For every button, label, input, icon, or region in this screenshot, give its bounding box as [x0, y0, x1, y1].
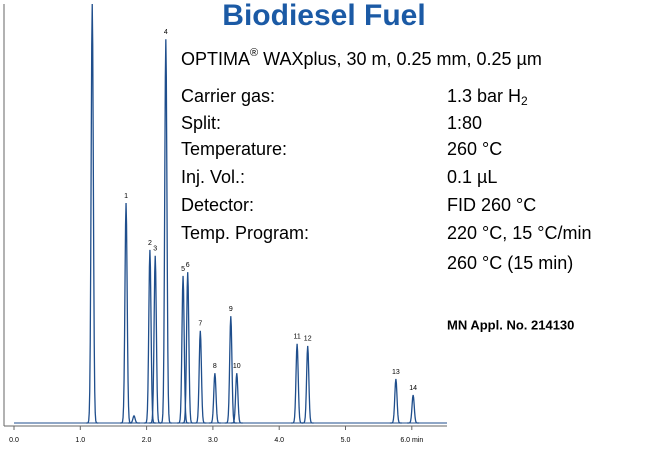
- peak: [181, 272, 194, 424]
- condition-value: 1.3 bar H2: [447, 86, 528, 108]
- condition-value: 0.1 µL: [447, 167, 497, 187]
- peak: [291, 343, 304, 424]
- peak: [143, 249, 156, 424]
- application-number: MN Appl. No. 214130: [447, 317, 574, 332]
- peak-label: 14: [409, 385, 417, 392]
- column-info: OPTIMA® WAXplus, 30 m, 0.25 mm, 0.25 µm: [181, 47, 542, 69]
- column-mark: ®: [250, 47, 258, 59]
- chart-title: Biodiesel Fuel: [222, 0, 425, 32]
- peak-label: 13: [392, 369, 400, 376]
- condition-label: Carrier gas:: [181, 86, 275, 106]
- peak: [208, 373, 221, 424]
- peak: [86, 4, 99, 424]
- peak: [301, 345, 314, 424]
- x-tick-label: 5.0: [341, 437, 351, 444]
- peak: [407, 394, 420, 424]
- peak-label: 12: [304, 336, 312, 343]
- peak-label: 5: [181, 266, 185, 273]
- peak-label: 10: [233, 363, 241, 370]
- x-tick-label: 3.0: [208, 437, 218, 444]
- x-tick-label: 4.0: [274, 437, 284, 444]
- peak-label: 1: [124, 193, 128, 200]
- condition-value-text: 1.3 bar H: [447, 86, 521, 106]
- peak: [159, 39, 172, 424]
- peak: [224, 316, 237, 424]
- peak: [120, 203, 133, 424]
- condition-label: Temperature:: [181, 139, 287, 159]
- peak-label: 3: [153, 246, 157, 253]
- condition-value: 260 °C (15 min): [447, 253, 573, 273]
- condition-value: 1:80: [447, 113, 482, 133]
- peak-label: 9: [229, 306, 233, 313]
- condition-label: Detector:: [181, 195, 254, 215]
- peak: [389, 378, 402, 424]
- x-tick-label: 1.0: [75, 437, 85, 444]
- peak-label: 8: [213, 363, 217, 370]
- column-spec: WAXplus, 30 m, 0.25 mm, 0.25 µm: [258, 49, 542, 69]
- peak-label: 6: [186, 262, 190, 269]
- trace: [86, 4, 420, 424]
- condition-label: Temp. Program:: [181, 223, 309, 243]
- condition-value: FID 260 °C: [447, 195, 536, 215]
- condition-label: Split:: [181, 113, 221, 133]
- x-tick-label: 0.0: [9, 437, 19, 444]
- x-tick-label: 6.0 min: [400, 437, 423, 444]
- peak-label: 2: [148, 240, 152, 247]
- peak: [149, 255, 162, 424]
- condition-value: 220 °C, 15 °C/min: [447, 223, 591, 243]
- peak-label: 4: [164, 29, 168, 36]
- peak: [230, 373, 243, 424]
- condition-label: Inj. Vol.:: [181, 167, 245, 187]
- condition-value: 260 °C: [447, 139, 502, 159]
- peak-label: 11: [293, 334, 300, 341]
- peak-label: 7: [198, 321, 202, 328]
- x-tick-label: 2.0: [142, 437, 152, 444]
- peak: [194, 330, 207, 424]
- condition-value-subscript: 2: [521, 94, 528, 108]
- column-name: OPTIMA: [181, 49, 250, 69]
- peak: [177, 275, 190, 424]
